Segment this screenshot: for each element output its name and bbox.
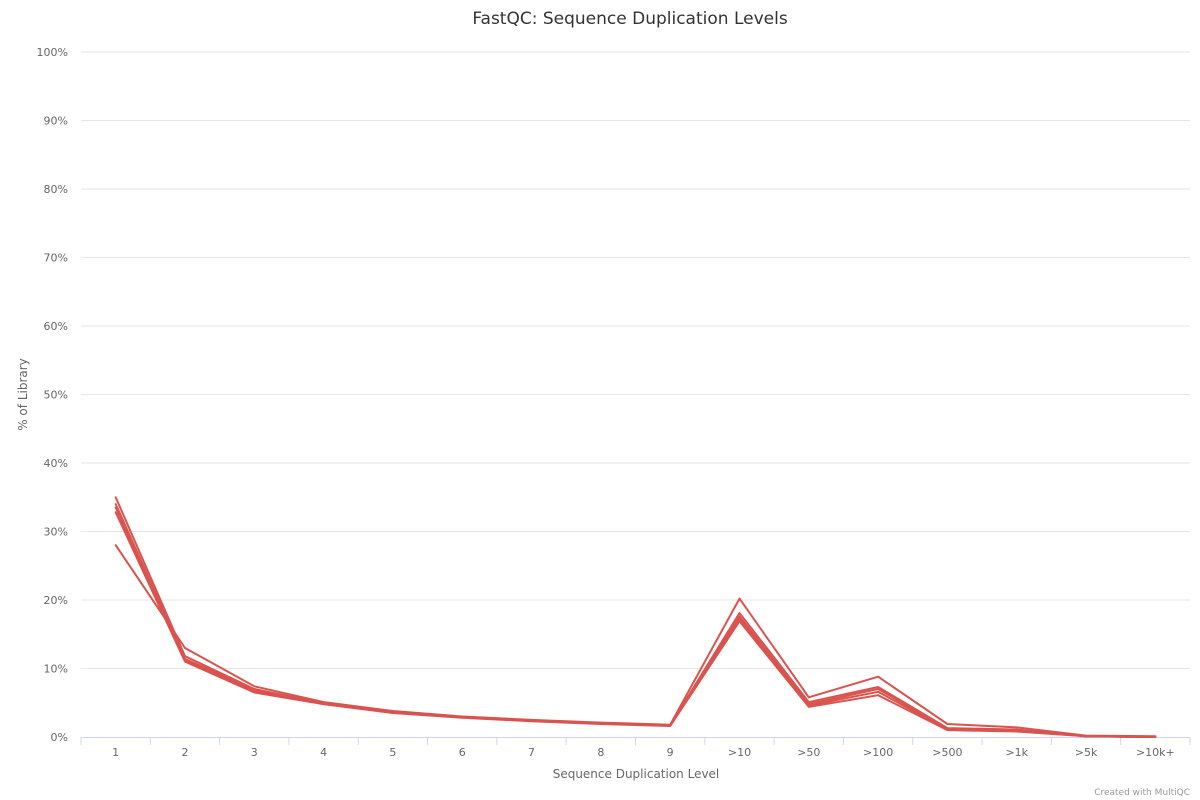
chart-title: FastQC: Sequence Duplication Levels	[472, 9, 788, 29]
y-axis-ticks: 0% 10% 20% 30% 40% 50% 60% 70% 80% 90% 100%	[37, 46, 68, 744]
x-tick-label: 5	[389, 746, 396, 759]
x-tick-label: 2	[181, 746, 188, 759]
y-tick-label: 80%	[44, 183, 68, 196]
y-tick-label: 50%	[44, 389, 68, 402]
y-tick-label: 70%	[44, 252, 68, 265]
series-line-1[interactable]	[116, 545, 1156, 736]
y-tick-label: 90%	[44, 115, 68, 128]
x-tick-label: 8	[597, 746, 604, 759]
series-line-4[interactable]	[116, 512, 1156, 737]
series-line-5[interactable]	[116, 504, 1156, 737]
x-tick-label: >100	[863, 746, 893, 759]
series-group	[116, 497, 1156, 737]
x-axis-label: Sequence Duplication Level	[553, 767, 720, 781]
y-tick-label: 0%	[51, 731, 68, 744]
x-tick-label: >1k	[1005, 746, 1028, 759]
x-tick-label: 9	[667, 746, 674, 759]
x-tick-label: >10	[728, 746, 751, 759]
x-tick-label: 6	[459, 746, 466, 759]
x-tick-label: 4	[320, 746, 327, 759]
x-tick-label: 7	[528, 746, 535, 759]
x-axis-ticks: 1 2 3 4 5 6 7 8 9 >10 >50 >100 >500 >1k >5k >10k+	[81, 737, 1190, 759]
x-tick-label: 3	[251, 746, 258, 759]
y-axis-label: % of Library	[16, 358, 30, 431]
x-tick-label: >50	[797, 746, 820, 759]
x-tick-label: >10k+	[1136, 746, 1175, 759]
series-line-2[interactable]	[116, 497, 1156, 737]
gridlines	[81, 52, 1190, 669]
y-tick-label: 60%	[44, 320, 68, 333]
x-tick-label: 1	[112, 746, 119, 759]
y-tick-label: 100%	[37, 46, 68, 59]
x-tick-label: >5k	[1075, 746, 1098, 759]
x-tick-label: >500	[932, 746, 962, 759]
series-line-3[interactable]	[116, 508, 1156, 738]
credits-text[interactable]: Created with MultiQC	[1094, 788, 1190, 798]
y-tick-label: 10%	[44, 663, 68, 676]
y-tick-label: 40%	[44, 457, 68, 470]
y-tick-label: 30%	[44, 526, 68, 539]
y-tick-label: 20%	[44, 594, 68, 607]
